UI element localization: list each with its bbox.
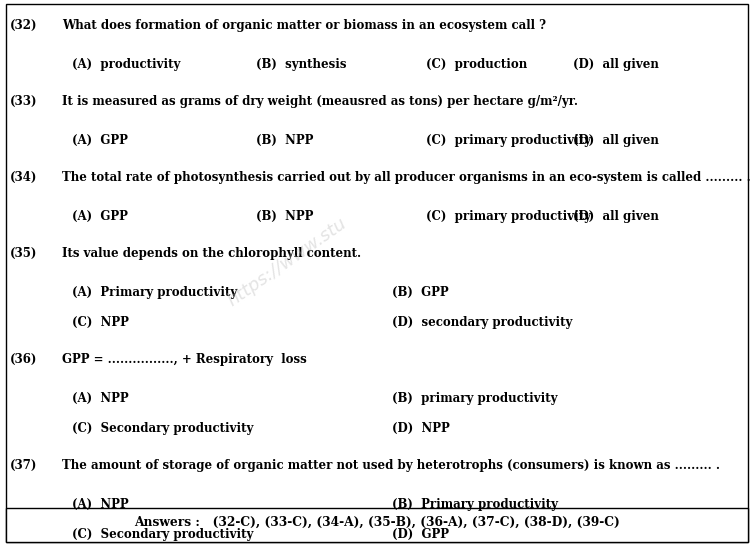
Text: What does formation of organic matter or biomass in an ecosystem call ?: What does formation of organic matter or… (62, 19, 546, 32)
Text: (D)  all given: (D) all given (573, 210, 659, 223)
Bar (6, 508, 748, 542)
Text: Its value depends on the chlorophyll content.: Its value depends on the chlorophyll con… (62, 247, 361, 260)
Text: (D)  secondary productivity: (D) secondary productivity (392, 316, 572, 329)
Text: (A)  GPP: (A) GPP (72, 134, 127, 147)
Text: The amount of storage of organic matter not used by heterotrophs (consumers) is : The amount of storage of organic matter … (62, 459, 720, 472)
Text: (A)  GPP: (A) GPP (72, 210, 127, 223)
Text: (C)  primary productivity: (C) primary productivity (426, 210, 591, 223)
Text: (32): (32) (10, 19, 37, 32)
Text: (B)  NPP: (B) NPP (256, 210, 314, 223)
Text: (34): (34) (10, 171, 37, 184)
Text: (B)  synthesis: (B) synthesis (256, 58, 347, 72)
Text: (C)  Secondary productivity: (C) Secondary productivity (72, 528, 253, 541)
Text: (D)  all given: (D) all given (573, 134, 659, 147)
Text: (C)  primary productivity: (C) primary productivity (426, 134, 591, 147)
Text: (37): (37) (10, 459, 37, 472)
Text: (B)  GPP: (B) GPP (392, 286, 449, 299)
Text: (36): (36) (10, 353, 37, 366)
Text: https://www.stu: https://www.stu (223, 214, 350, 310)
Text: GPP = ................, + Respiratory  loss: GPP = ................, + Respiratory lo… (62, 353, 307, 366)
Text: (A)  NPP: (A) NPP (72, 392, 128, 405)
Text: (D)  NPP: (D) NPP (392, 422, 450, 435)
Text: (D)  GPP: (D) GPP (392, 528, 449, 541)
Text: (C)  NPP: (C) NPP (72, 316, 128, 329)
Text: It is measured as grams of dry weight (meausred as tons) per hectare g/m²/yr.: It is measured as grams of dry weight (m… (62, 95, 578, 108)
Text: (B)  NPP: (B) NPP (256, 134, 314, 147)
Text: (33): (33) (10, 95, 37, 108)
Text: Answers :   (32-C), (33-C), (34-A), (35-B), (36-A), (37-C), (38-D), (39-C): Answers : (32-C), (33-C), (34-A), (35-B)… (134, 516, 620, 529)
Text: (B)  Primary productivity: (B) Primary productivity (392, 498, 558, 511)
Text: (A)  NPP: (A) NPP (72, 498, 128, 511)
Text: The total rate of photosynthesis carried out by all producer organisms in an eco: The total rate of photosynthesis carried… (62, 171, 750, 184)
Text: (C)  Secondary productivity: (C) Secondary productivity (72, 422, 253, 435)
Text: (C)  production: (C) production (426, 58, 527, 72)
Text: (D)  all given: (D) all given (573, 58, 659, 72)
Text: (A)  Primary productivity: (A) Primary productivity (72, 286, 237, 299)
Text: (A)  productivity: (A) productivity (72, 58, 180, 72)
Text: (35): (35) (10, 247, 37, 260)
Text: (B)  primary productivity: (B) primary productivity (392, 392, 557, 405)
